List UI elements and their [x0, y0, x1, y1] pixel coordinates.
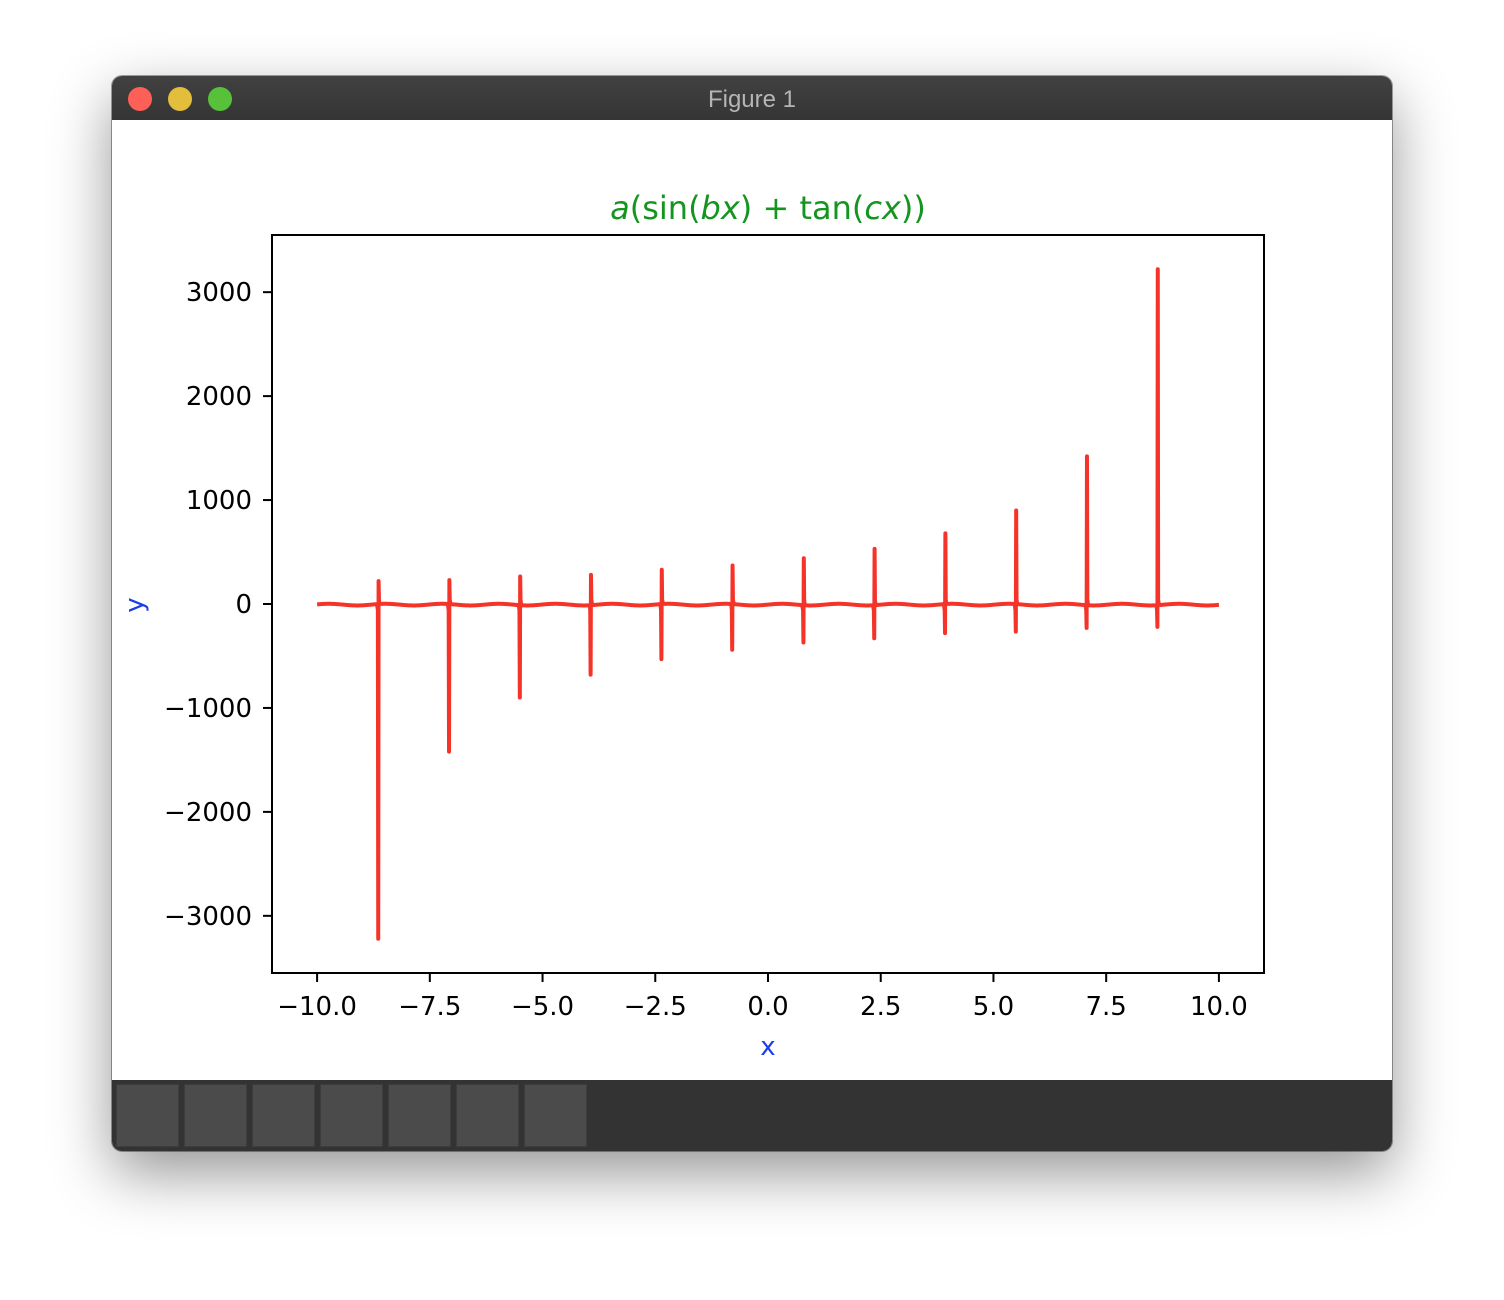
y-tick-label: 3000 — [186, 278, 252, 308]
navigation-toolbar — [112, 1080, 1392, 1151]
y-tick-label: 2000 — [186, 382, 252, 412]
x-tick-label: −5.0 — [511, 992, 574, 1022]
zoom-button[interactable] — [388, 1084, 451, 1147]
x-tick-label: −7.5 — [398, 992, 461, 1022]
y-tick-label: 1000 — [186, 486, 252, 516]
x-tick-label: −10.0 — [277, 992, 357, 1022]
y-tick-label: 0 — [235, 590, 252, 620]
y-axis-label: y — [120, 597, 150, 612]
y-tick-label: −3000 — [164, 902, 252, 932]
configure-subplots-button[interactable] — [456, 1084, 519, 1147]
home-button[interactable] — [116, 1084, 179, 1147]
x-tick-label: 5.0 — [973, 992, 1014, 1022]
x-tick-label: −2.5 — [624, 992, 687, 1022]
x-axis-label: x — [760, 1032, 775, 1062]
y-tick-label: −1000 — [164, 694, 252, 724]
data-series-line — [315, 267, 1221, 941]
line-chart[interactable]: a(sin(bx) + tan(cx)) −10.0 −7.5 −5.0 −2.5 0.0… — [112, 120, 1392, 1080]
chart-title: a(sin(bx) + tan(cx)) — [610, 189, 926, 227]
close-window-button[interactable] — [128, 87, 152, 111]
forward-button[interactable] — [252, 1084, 315, 1147]
x-tick-label: 10.0 — [1190, 992, 1248, 1022]
figure-window: Figure 1 a(sin(bx) + tan(cx)) −10.0 −7.5 −5… — [112, 76, 1392, 1151]
window-title: Figure 1 — [707, 86, 797, 113]
x-tick-label: 7.5 — [1086, 992, 1127, 1022]
back-button[interactable] — [184, 1084, 247, 1147]
x-tick-label: 0.0 — [747, 992, 788, 1022]
save-button[interactable] — [524, 1084, 587, 1147]
minimize-window-button[interactable] — [168, 87, 192, 111]
pan-button[interactable] — [320, 1084, 383, 1147]
y-tick-label: −2000 — [164, 798, 252, 828]
x-tick-label: 2.5 — [860, 992, 901, 1022]
zoom-window-button[interactable] — [208, 87, 232, 111]
figure-canvas[interactable]: a(sin(bx) + tan(cx)) −10.0 −7.5 −5.0 −2.5 0.0… — [112, 120, 1392, 1080]
title-bar[interactable]: Figure 1 — [112, 76, 1392, 121]
